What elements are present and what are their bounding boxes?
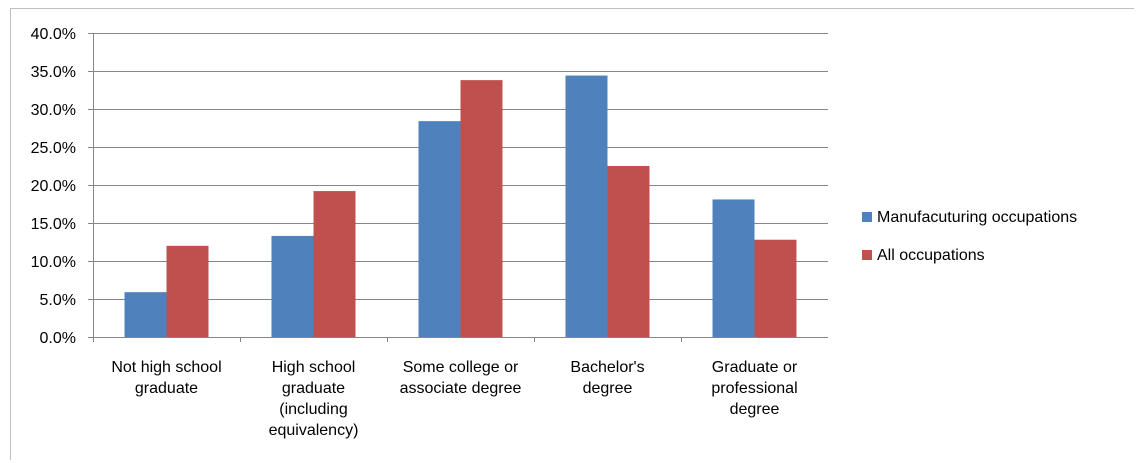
bar-manufacturing-4 [712,199,755,337]
axes [88,33,828,342]
bar-manufacturing-2 [418,121,461,337]
legend-label: All occupations [877,247,985,264]
legend-swatch [862,250,872,260]
x-category-label: Graduate or professional degree [711,359,798,418]
x-category-label-line: graduate [282,380,345,397]
bar-all-3 [607,166,650,337]
y-tick-label: 0.0% [40,330,76,347]
x-category-label-line: degree [730,401,780,418]
bar-manufacturing-1 [271,235,314,337]
y-tick-label: 25.0% [31,140,76,157]
x-category-label-line: High school [272,359,356,376]
y-tick-label: 30.0% [31,102,76,119]
y-tick-label: 40.0% [31,26,76,43]
x-category-label-line: degree [583,380,633,397]
x-category-label-line: Some college or [403,359,519,376]
y-tick-label: 20.0% [31,178,76,195]
bar-all-1 [313,191,356,337]
y-tick-label: 5.0% [40,292,76,309]
x-category-label-line: equivalency) [269,422,359,439]
x-category-label: Some college or associate degree [400,359,522,397]
legend: Manufacuturing occupations All occupation… [862,209,1077,264]
y-tick-label: 15.0% [31,216,76,233]
x-category-label-line: (including [279,401,347,418]
x-category-label-line: Graduate or [712,359,798,376]
y-tick-label: 10.0% [31,254,76,271]
bar-all-4 [754,239,797,337]
legend-swatch [862,212,872,222]
x-category-label-line: professional [711,380,797,397]
bar-all-2 [460,80,503,338]
bar-manufacturing-0 [124,292,167,337]
legend-label: Manufacuturing occupations [877,209,1077,226]
x-category-label-line: associate degree [400,380,522,397]
bar-manufacturing-3 [565,75,608,337]
bars [124,75,797,338]
x-category-label-line: graduate [135,380,198,397]
bar-all-0 [166,245,209,337]
y-axis-tick-labels: 0.0% 5.0% 10.0% 15.0% 20.0% 25.0% 30.0% 35.0% 40… [31,26,76,347]
x-category-label: Not high school graduate [111,359,221,397]
x-axis-category-labels: Not high school graduate High school gradua… [111,359,798,439]
x-category-label: Bachelor's degree [570,359,644,397]
y-tick-label: 35.0% [31,64,76,81]
x-category-label: High school graduate (including equivalency… [269,359,359,439]
x-category-label-line: Bachelor's [570,359,644,376]
x-category-label-line: Not high school [111,359,221,376]
